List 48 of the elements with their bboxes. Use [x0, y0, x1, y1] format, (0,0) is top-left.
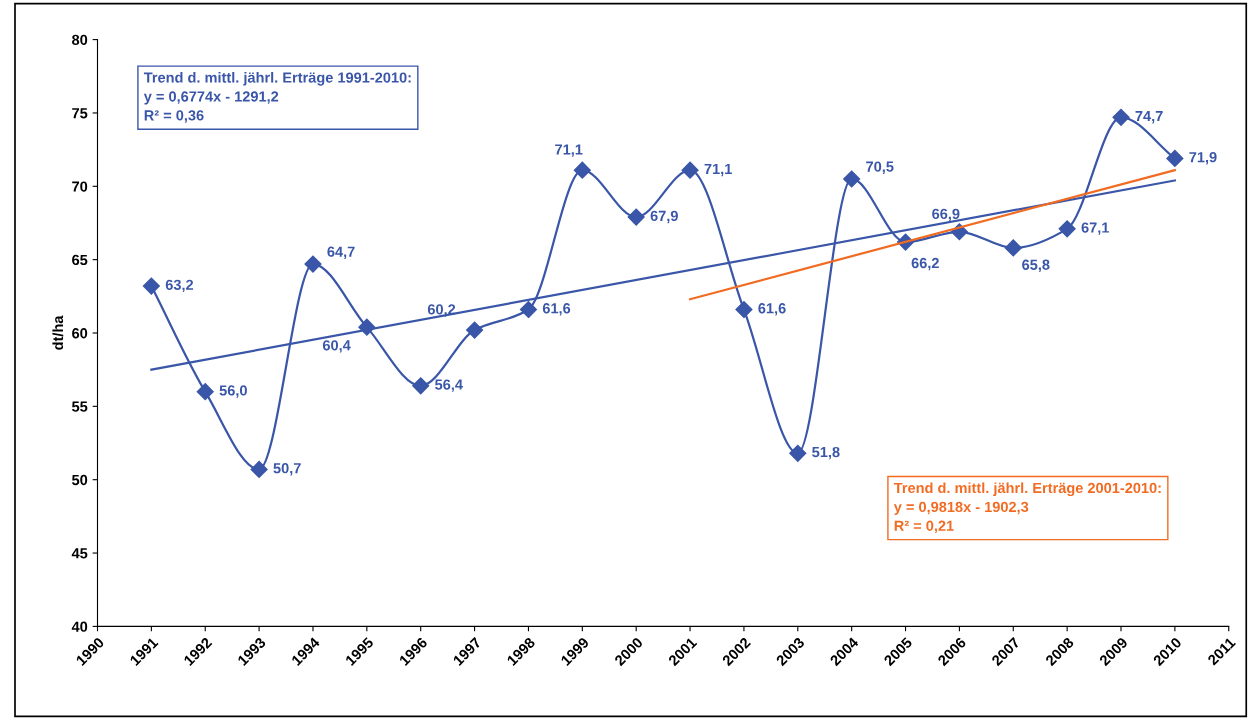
point: [304, 255, 322, 273]
data-label: 71,1: [704, 163, 732, 177]
y-tick-label: 75: [72, 108, 88, 119]
y-tick-label: 50: [72, 474, 88, 486]
annotation: Trend d. mittl. jährl. Erträge 2001-2010: y = 0,9818x - 1902,3 R² = 0,21: [893, 482, 1161, 534]
point: [519, 300, 538, 319]
data-label: 64,7: [327, 246, 355, 259]
point: [1112, 108, 1130, 126]
data-label: 60,4: [322, 340, 351, 353]
data-label: 50,7: [273, 463, 301, 476]
point: [789, 444, 807, 462]
y-tick-label: 60: [72, 328, 88, 339]
point: [681, 161, 699, 179]
data-label: 67,1: [1081, 222, 1110, 235]
point: [735, 300, 753, 319]
point: [1166, 149, 1184, 167]
point: [412, 377, 430, 395]
data-label: 70,5: [866, 161, 894, 174]
point: [573, 161, 591, 179]
y-tick-label: 55: [72, 401, 88, 412]
data-label: 56,4: [435, 379, 463, 392]
y-tick-label: 40: [71, 621, 88, 632]
data-label: 51,8: [812, 446, 840, 460]
annotation: Trend d. mittl. jährl. Erträge 1991-2010: y = 0,6774x - 1291,2 R² = 0,36: [143, 72, 411, 123]
y-tick-label: 80: [72, 34, 88, 46]
data-label: 63,2: [165, 279, 194, 293]
data-label: 61,6: [758, 303, 786, 316]
y-tick-label: 65: [72, 254, 88, 266]
point: [627, 208, 645, 226]
point: [843, 170, 861, 188]
data-label: 66,2: [911, 257, 939, 271]
data-label: 66,9: [932, 208, 960, 222]
data-label: 74,7: [1135, 111, 1163, 124]
point: [196, 383, 214, 401]
point: [466, 321, 484, 339]
data-label: 67,9: [650, 210, 678, 224]
point: [1004, 239, 1022, 257]
point: [250, 460, 268, 478]
point: [142, 277, 160, 295]
y-tick-label: 70: [72, 181, 88, 192]
point: [1058, 220, 1076, 238]
y-tick-label: 45: [71, 548, 88, 559]
data-label: 61,6: [542, 303, 571, 316]
data-label: 65,8: [1022, 259, 1050, 272]
y-axis-title: dt/ha: [52, 315, 64, 350]
data-label: 71,9: [1189, 152, 1217, 165]
data-label: 56,0: [219, 385, 247, 398]
data-label: 71,1: [555, 144, 583, 157]
